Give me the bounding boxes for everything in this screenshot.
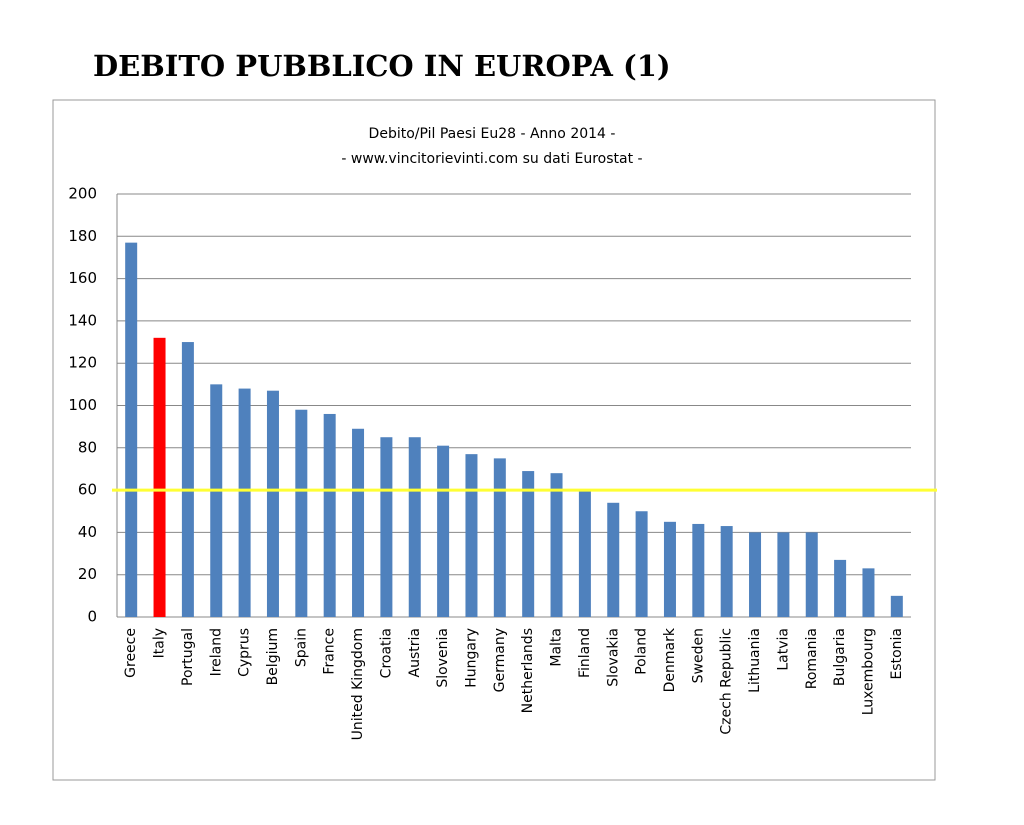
- bar: [862, 568, 875, 617]
- bar: [635, 511, 648, 617]
- y-tick-label: 140: [68, 311, 97, 329]
- bar: [153, 337, 166, 617]
- x-tick-label: Denmark: [662, 627, 678, 692]
- x-tick-label: Germany: [492, 628, 508, 692]
- x-tick-label: Sweden: [690, 628, 706, 683]
- y-tick-label: 200: [68, 185, 97, 203]
- x-tick-label: Bulgaria: [832, 628, 848, 686]
- bar: [465, 454, 478, 617]
- bar: [493, 458, 506, 617]
- bar: [777, 532, 790, 617]
- x-tick-label: Poland: [634, 628, 650, 675]
- x-tick-label: Netherlands: [520, 628, 536, 713]
- x-tick-label: France: [322, 628, 338, 675]
- x-tick-label: Czech Republic: [719, 628, 735, 735]
- bar: [890, 595, 903, 617]
- y-tick-label: 100: [68, 396, 97, 414]
- chart-title: Debito/Pil Paesi Eu28 - Anno 2014 -: [369, 126, 616, 142]
- y-tick-label: 180: [68, 227, 97, 245]
- x-tick-label: Portugal: [180, 628, 196, 686]
- bar: [125, 242, 138, 617]
- page-heading: DEBITO PUBBLICO IN EUROPA (1): [93, 49, 671, 83]
- x-tick-label: Romania: [804, 628, 820, 689]
- y-tick-label: 20: [78, 565, 97, 583]
- bar: [295, 409, 308, 617]
- bar: [437, 445, 450, 617]
- bar: [323, 413, 336, 617]
- chart-frame: [52, 99, 936, 781]
- x-tick-label: Croatia: [378, 628, 394, 678]
- x-tick-label: Estonia: [889, 628, 905, 680]
- x-tick-label: Latvia: [775, 628, 791, 671]
- y-tick-label: 120: [68, 354, 97, 372]
- y-tick-label: 40: [78, 523, 97, 541]
- x-tick-label: Spain: [293, 628, 309, 667]
- y-tick-label: 60: [78, 481, 97, 499]
- bar: [210, 384, 223, 617]
- bar: [749, 532, 762, 617]
- x-tick-label: United Kingdom: [350, 628, 366, 740]
- x-tick-label: Slovakia: [605, 628, 621, 687]
- bar: [408, 437, 421, 617]
- bar: [720, 526, 733, 617]
- bar: [692, 523, 705, 617]
- bar: [238, 388, 251, 617]
- x-tick-label: Malta: [549, 628, 565, 667]
- x-tick-label: Lithuania: [747, 628, 763, 693]
- x-tick-label: Luxembourg: [860, 628, 876, 715]
- bar: [266, 390, 279, 617]
- x-tick-label: Ireland: [208, 628, 224, 676]
- y-tick-label: 0: [87, 608, 97, 626]
- bar: [834, 559, 847, 617]
- x-tick-label: Italy: [152, 628, 168, 658]
- x-tick-label: Austria: [407, 628, 423, 677]
- bar: [380, 437, 393, 617]
- x-tick-label: Belgium: [265, 628, 281, 685]
- bar: [522, 471, 535, 617]
- bar: [578, 490, 591, 617]
- bar: [550, 473, 563, 617]
- y-tick-label: 80: [78, 438, 97, 456]
- y-tick-label: 160: [68, 269, 97, 287]
- bar: [181, 342, 194, 617]
- x-tick-label: Hungary: [463, 628, 479, 688]
- x-tick-label: Cyprus: [237, 628, 253, 677]
- bar: [352, 428, 365, 617]
- x-tick-label: Slovenia: [435, 628, 451, 688]
- bar: [607, 502, 620, 617]
- bar: [663, 521, 676, 617]
- bar: [805, 532, 818, 617]
- chart-subtitle: - www.vincitorievinti.com su dati Eurost…: [341, 151, 642, 167]
- x-tick-label: Greece: [123, 628, 139, 678]
- x-tick-label: Finland: [577, 628, 593, 678]
